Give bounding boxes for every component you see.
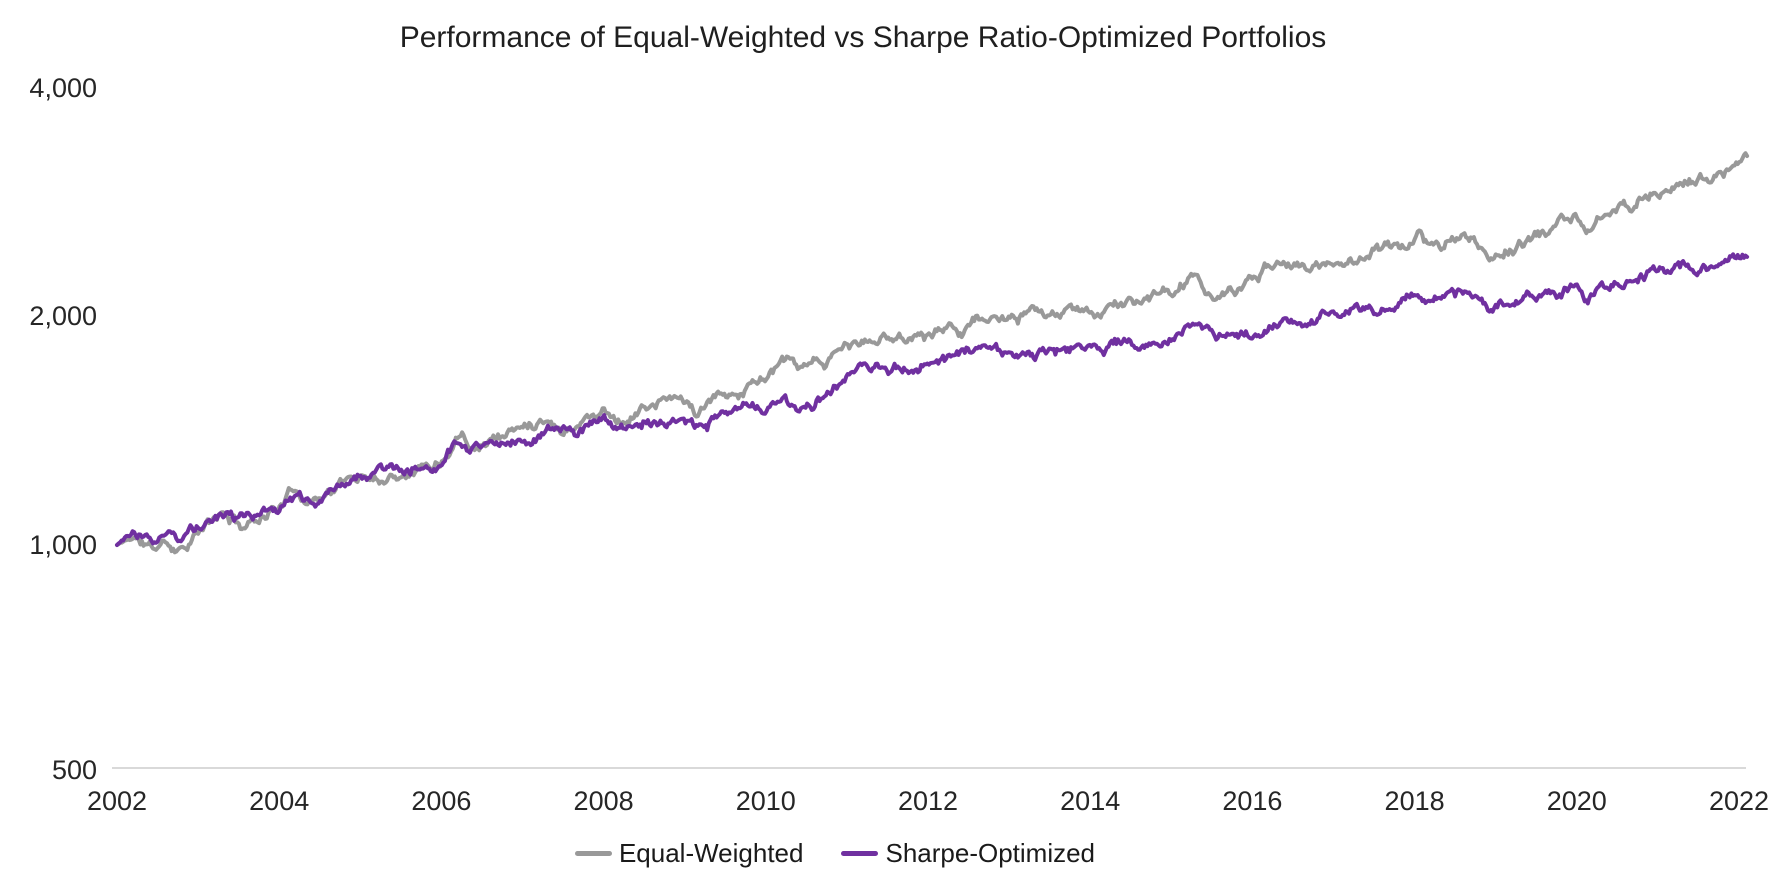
legend-item-equal-weighted: Equal-Weighted (574, 838, 804, 868)
x-tick-label: 2008 (574, 786, 634, 816)
x-tick-label: 2012 (898, 786, 958, 816)
x-tick-label: 2002 (87, 786, 147, 816)
series-line-equal-weighted (115, 151, 1750, 555)
chart-legend: Equal-Weighted Sharpe-Optimized (0, 840, 1721, 866)
y-tick-label: 1,000 (29, 530, 97, 560)
y-tick-label: 500 (52, 755, 97, 785)
y-tick-label: 2,000 (29, 301, 97, 331)
x-tick-label: 2016 (1222, 786, 1282, 816)
legend-label: Sharpe-Optimized (885, 838, 1096, 868)
legend-line-swatch-purple (841, 850, 879, 856)
legend-label: Equal-Weighted (618, 838, 804, 868)
y-axis: 4,000 2,000 1,000 500 (29, 73, 97, 785)
legend-line-swatch-gray (574, 850, 612, 856)
x-tick-label: 2020 (1547, 786, 1607, 816)
x-tick-label: 2006 (411, 786, 471, 816)
series-layer (115, 151, 1750, 555)
x-tick-label: 2022 (1709, 786, 1769, 816)
x-axis: 2002 2004 2006 2008 2010 2012 2014 2016 … (87, 786, 1769, 816)
legend-item-sharpe-optimized: Sharpe-Optimized (841, 840, 1095, 866)
x-tick-label: 2004 (249, 786, 309, 816)
x-tick-label: 2010 (736, 786, 796, 816)
x-tick-label: 2014 (1060, 786, 1120, 816)
series-line-sharpe-optimized (115, 252, 1750, 547)
chart-title: Performance of Equal-Weighted vs Sharpe … (400, 21, 1327, 54)
x-tick-label: 2018 (1385, 786, 1445, 816)
y-tick-label: 4,000 (29, 73, 97, 103)
